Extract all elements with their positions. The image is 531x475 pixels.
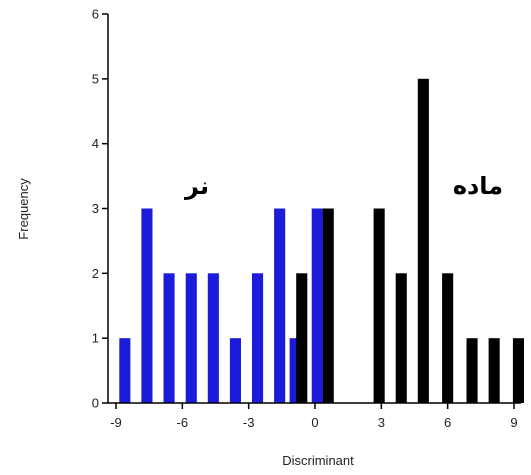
bars-layer	[119, 78, 524, 404]
y-tick-label-1: 1	[92, 331, 99, 346]
x-tick-label-0: -9	[110, 415, 122, 430]
x-tick-label-3: 0	[311, 415, 318, 430]
bar-series0-3	[185, 273, 197, 403]
bar-series1-3	[395, 273, 407, 403]
ticks-layer: 0 1 2 3 4 5 6 -9 -6 -3 0 3 6 9	[92, 7, 518, 431]
group-label-female: ماده	[453, 172, 503, 200]
bar-series0-0	[119, 338, 131, 403]
y-tick-label-0: 0	[92, 396, 99, 411]
bar-series1-0	[296, 273, 308, 403]
bar-series0-7	[274, 208, 286, 403]
bar-series0-5	[229, 338, 241, 403]
x-tick-label-6: 9	[510, 415, 517, 430]
bar-series1-6	[466, 338, 478, 403]
y-tick-label-5: 5	[92, 71, 99, 86]
y-tick-label-6: 6	[92, 7, 99, 22]
y-tick-label-4: 4	[92, 136, 99, 151]
x-tick-label-2: -3	[243, 415, 255, 430]
x-tick-label-5: 6	[444, 415, 451, 430]
bar-series0-8	[289, 338, 301, 403]
y-axis-title: Frequency	[16, 178, 31, 240]
y-tick-label-3: 3	[92, 201, 99, 216]
bar-series1-1	[322, 208, 334, 403]
bar-series0-6	[252, 273, 264, 403]
x-axis-title: Discriminant	[282, 453, 354, 468]
bar-series1-5	[442, 273, 454, 403]
bar-series1-8	[512, 338, 524, 403]
bar-series1-2	[373, 208, 385, 403]
x-tick-label-1: -6	[177, 415, 189, 430]
x-tick-label-4: 3	[378, 415, 385, 430]
bar-series0-4	[207, 273, 219, 403]
bar-series1-7	[488, 338, 500, 403]
bar-series1-4	[417, 78, 429, 404]
bar-series0-2	[163, 273, 175, 403]
y-tick-label-2: 2	[92, 266, 99, 281]
bar-series0-1	[141, 208, 153, 403]
group-label-male: نر	[184, 172, 209, 200]
bar-series0-9	[311, 208, 323, 403]
